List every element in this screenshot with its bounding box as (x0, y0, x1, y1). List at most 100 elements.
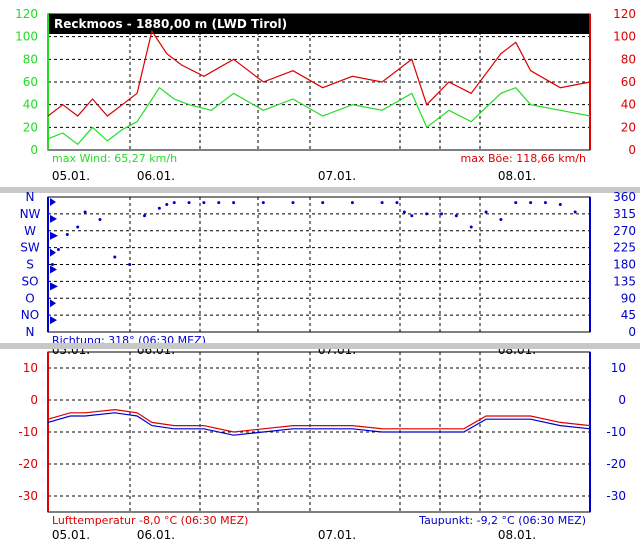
y-tick-left: 100 (15, 30, 38, 44)
y-tick-left: 80 (23, 52, 38, 66)
data-point (157, 206, 161, 210)
y-tick-left: -20 (18, 457, 38, 471)
data-point (291, 201, 295, 205)
y-tick-right: 40 (621, 98, 636, 112)
data-point (380, 201, 384, 205)
data-point (113, 255, 117, 259)
compass-label: SW (20, 241, 40, 255)
date-label: 05.01. (52, 169, 90, 183)
data-point (558, 203, 562, 206)
data-point (440, 212, 444, 216)
data-point (514, 201, 518, 205)
date-label: 07.01. (318, 169, 356, 183)
data-point (76, 225, 80, 229)
data-point (187, 201, 191, 205)
data-point (573, 210, 577, 214)
data-point (98, 218, 102, 221)
y-tick-left: 10 (23, 361, 38, 375)
wind-rose-marker (50, 299, 56, 308)
wind-rose-marker (50, 248, 56, 257)
y-tick-left: 20 (23, 120, 38, 134)
y-tick-right: 315 (613, 207, 636, 221)
left-note: max Wind: 65,27 km/h (52, 152, 177, 165)
y-tick-right: 10 (611, 361, 626, 375)
data-point (402, 210, 406, 214)
y-tick-right: -30 (606, 489, 626, 503)
y-tick-right: 60 (621, 75, 636, 89)
wind-rose-marker (50, 282, 58, 291)
y-tick-left: 40 (23, 98, 38, 112)
compass-label: NO (21, 308, 39, 322)
compass-label: SO (21, 274, 38, 288)
compass-label: N (26, 325, 35, 339)
data-point (395, 201, 399, 205)
wind-rose-marker (50, 198, 56, 206)
data-point (321, 201, 325, 205)
data-point (529, 201, 533, 205)
date-label: 07.01. (318, 528, 356, 542)
data-point (128, 263, 132, 266)
y-tick-right: 120 (613, 7, 636, 21)
data-point (165, 203, 169, 206)
wind-rose-marker (50, 231, 58, 240)
series-line (47, 412, 591, 436)
y-tick-right: 0 (628, 143, 636, 157)
y-tick-right: 20 (621, 120, 636, 134)
y-tick-left: -10 (18, 425, 38, 439)
title-bar (48, 14, 590, 34)
compass-label: O (25, 291, 34, 305)
y-tick-right: 180 (613, 258, 636, 272)
y-tick-right: 225 (613, 241, 636, 255)
y-tick-right: 80 (621, 52, 636, 66)
data-point (454, 214, 458, 218)
data-point (202, 201, 206, 205)
y-tick-left: 0 (30, 393, 38, 407)
y-tick-left: 0 (30, 143, 38, 157)
data-point (499, 218, 503, 221)
y-tick-right: -20 (606, 457, 626, 471)
data-point (83, 210, 87, 214)
data-point (50, 263, 54, 266)
wind-rose-marker (50, 214, 57, 223)
y-tick-right: -10 (606, 425, 626, 439)
y-tick-right: 270 (613, 224, 636, 238)
y-tick-right: 90 (621, 291, 636, 305)
data-point (172, 201, 176, 205)
right-note: max Böe: 118,66 km/h (461, 152, 586, 165)
y-tick-right: 0 (618, 393, 626, 407)
data-point (232, 201, 236, 205)
date-label: 08.01. (498, 528, 536, 542)
y-tick-left: 120 (15, 7, 38, 21)
y-tick-right: 100 (613, 30, 636, 44)
data-point (56, 248, 60, 251)
y-tick-right: 135 (613, 274, 636, 288)
series-line (47, 29, 591, 117)
compass-label: W (24, 224, 36, 238)
y-tick-right: 360 (613, 190, 636, 204)
data-point (261, 201, 265, 205)
y-tick-left: -30 (18, 489, 38, 503)
compass-label: S (26, 258, 34, 272)
compass-label: NW (20, 207, 41, 221)
data-point (469, 225, 473, 229)
data-point (217, 201, 221, 205)
left-note: Lufttemperatur -8,0 °C (06:30 MEZ) (52, 514, 248, 527)
compass-label: N (26, 190, 35, 204)
date-label: 08.01. (498, 169, 536, 183)
right-note: Taupunkt: -9,2 °C (06:30 MEZ) (418, 514, 586, 527)
data-point (484, 210, 488, 214)
data-point (425, 212, 429, 216)
data-point (350, 201, 354, 205)
date-label: 06.01. (137, 169, 175, 183)
y-tick-right: 0 (628, 325, 636, 339)
wind-rose-marker (50, 316, 57, 325)
date-label: 06.01. (137, 528, 175, 542)
data-point (65, 233, 69, 236)
y-tick-left: 60 (23, 75, 38, 89)
data-point (410, 214, 414, 218)
temperature-panel: -30 -20 -10 0 10 -30 -20 -10 0 10 05.01. 06.01. 07.0… (18, 351, 626, 542)
series-line (47, 408, 591, 433)
date-label: 05.01. (52, 528, 90, 542)
series-line (47, 86, 591, 146)
